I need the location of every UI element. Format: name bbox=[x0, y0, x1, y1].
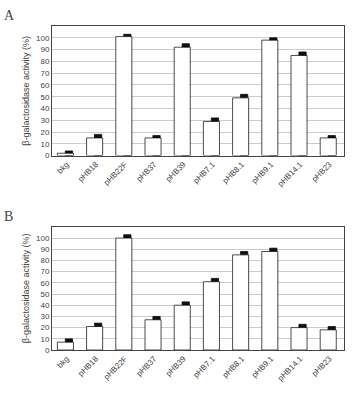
svg-text:pHB7.1: pHB7.1 bbox=[192, 160, 218, 186]
svg-text:pHB22F: pHB22F bbox=[102, 354, 129, 381]
svg-text:60: 60 bbox=[40, 81, 49, 90]
svg-text:0: 0 bbox=[45, 151, 50, 160]
svg-text:70: 70 bbox=[40, 267, 49, 276]
svg-text:50: 50 bbox=[40, 92, 49, 101]
svg-text:50: 50 bbox=[40, 290, 49, 299]
svg-text:pHB8.1: pHB8.1 bbox=[221, 354, 247, 380]
svg-text:80: 80 bbox=[40, 256, 49, 265]
svg-text:pHB7.1: pHB7.1 bbox=[192, 354, 218, 380]
svg-text:80: 80 bbox=[40, 57, 49, 66]
svg-text:90: 90 bbox=[40, 245, 49, 254]
svg-text:100: 100 bbox=[36, 34, 50, 43]
svg-text:pHB8.1: pHB8.1 bbox=[221, 160, 247, 186]
svg-text:30: 30 bbox=[40, 116, 49, 125]
svg-text:pHB39: pHB39 bbox=[164, 354, 188, 378]
svg-text:pHB39: pHB39 bbox=[164, 160, 188, 184]
svg-text:pHB23: pHB23 bbox=[310, 160, 334, 184]
svg-text:0: 0 bbox=[45, 346, 50, 355]
svg-text:10: 10 bbox=[40, 140, 49, 149]
svg-text:pHB9.1: pHB9.1 bbox=[250, 354, 276, 380]
svg-text:β-galactosidase activity (%): β-galactosidase activity (%) bbox=[21, 36, 31, 146]
svg-text:pHB22F: pHB22F bbox=[102, 160, 129, 187]
svg-text:β-galactosidase activity (%): β-galactosidase activity (%) bbox=[21, 234, 31, 344]
svg-text:90: 90 bbox=[40, 45, 49, 54]
svg-text:bkg: bkg bbox=[55, 354, 70, 369]
svg-text:pHB14.1: pHB14.1 bbox=[276, 354, 305, 383]
svg-text:pHB9.1: pHB9.1 bbox=[250, 160, 276, 186]
svg-text:40: 40 bbox=[40, 301, 49, 310]
svg-text:bkg: bkg bbox=[55, 160, 70, 175]
svg-text:pHB18: pHB18 bbox=[76, 354, 100, 378]
svg-text:pHB37: pHB37 bbox=[135, 354, 159, 378]
svg-text:60: 60 bbox=[40, 279, 49, 288]
svg-text:A: A bbox=[4, 8, 15, 23]
svg-text:10: 10 bbox=[40, 335, 49, 344]
svg-text:pHB18: pHB18 bbox=[76, 160, 100, 184]
svg-text:100: 100 bbox=[36, 234, 50, 243]
svg-text:pHB23: pHB23 bbox=[310, 354, 334, 378]
svg-text:pHB37: pHB37 bbox=[135, 160, 159, 184]
svg-text:pHB14.1: pHB14.1 bbox=[276, 160, 305, 189]
svg-text:40: 40 bbox=[40, 104, 49, 113]
svg-text:20: 20 bbox=[40, 128, 49, 137]
svg-text:20: 20 bbox=[40, 323, 49, 332]
svg-text:70: 70 bbox=[40, 69, 49, 78]
svg-text:B: B bbox=[4, 209, 13, 224]
svg-text:30: 30 bbox=[40, 312, 49, 321]
